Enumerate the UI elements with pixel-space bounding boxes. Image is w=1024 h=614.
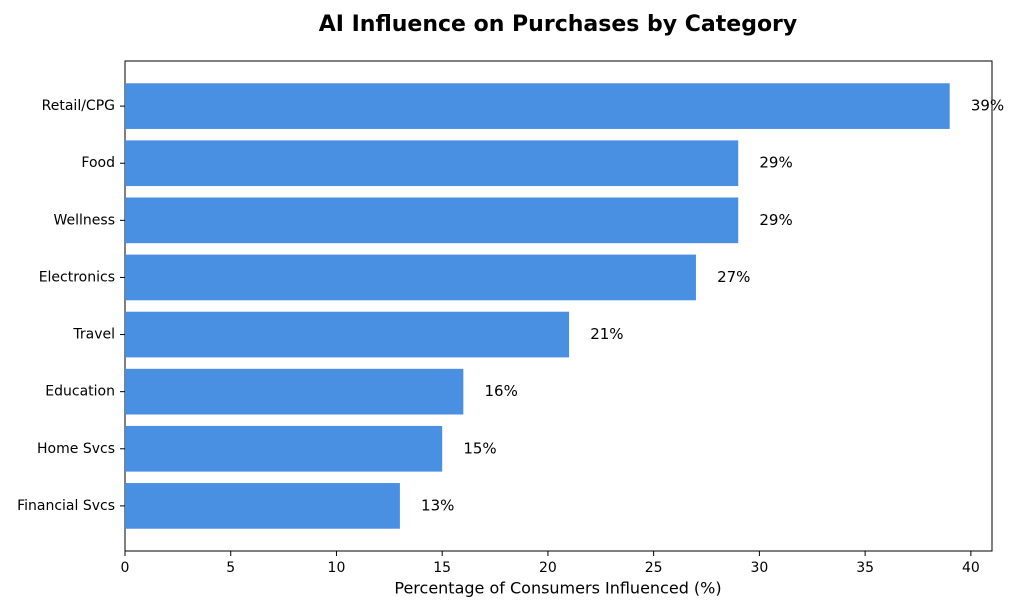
x-axis-label: Percentage of Consumers Influenced (%)	[394, 579, 721, 598]
x-tick-label: 10	[328, 560, 346, 576]
value-label: 21%	[590, 325, 623, 343]
bar	[125, 254, 696, 301]
bar	[125, 311, 570, 358]
y-tick-label: Food	[81, 155, 115, 171]
bar	[125, 425, 443, 472]
bar	[125, 483, 400, 529]
x-tick-label: 25	[645, 560, 663, 576]
x-tick-label: 20	[539, 560, 557, 576]
chart-title: AI Influence on Purchases by Category	[319, 12, 798, 37]
y-tick-label: Wellness	[54, 212, 116, 228]
x-tick-label: 15	[433, 560, 451, 576]
y-tick-label: Education	[45, 384, 115, 400]
y-tick-label: Home Svcs	[37, 441, 115, 457]
plot-frame	[124, 60, 993, 552]
value-label: 15%	[463, 439, 496, 457]
bar	[125, 197, 739, 244]
y-tick-label: Retail/CPG	[42, 98, 115, 114]
value-label: 13%	[421, 496, 454, 514]
y-tick-label: Travel	[72, 327, 115, 343]
value-label: 27%	[717, 268, 750, 286]
value-label: 16%	[484, 382, 517, 400]
x-tick-label: 5	[226, 560, 235, 576]
x-tick-label: 0	[121, 560, 130, 576]
value-label: 29%	[759, 154, 792, 172]
x-tick-label: 40	[962, 560, 980, 576]
value-label: 29%	[759, 211, 792, 229]
value-label: 39%	[971, 97, 1004, 115]
x-tick-label: 30	[750, 560, 768, 576]
bar	[125, 140, 739, 187]
y-tick-label: Financial Svcs	[17, 498, 115, 514]
bar	[125, 368, 464, 415]
y-tick-label: Electronics	[39, 269, 115, 285]
bar	[125, 83, 950, 129]
x-tick-label: 35	[856, 560, 874, 576]
